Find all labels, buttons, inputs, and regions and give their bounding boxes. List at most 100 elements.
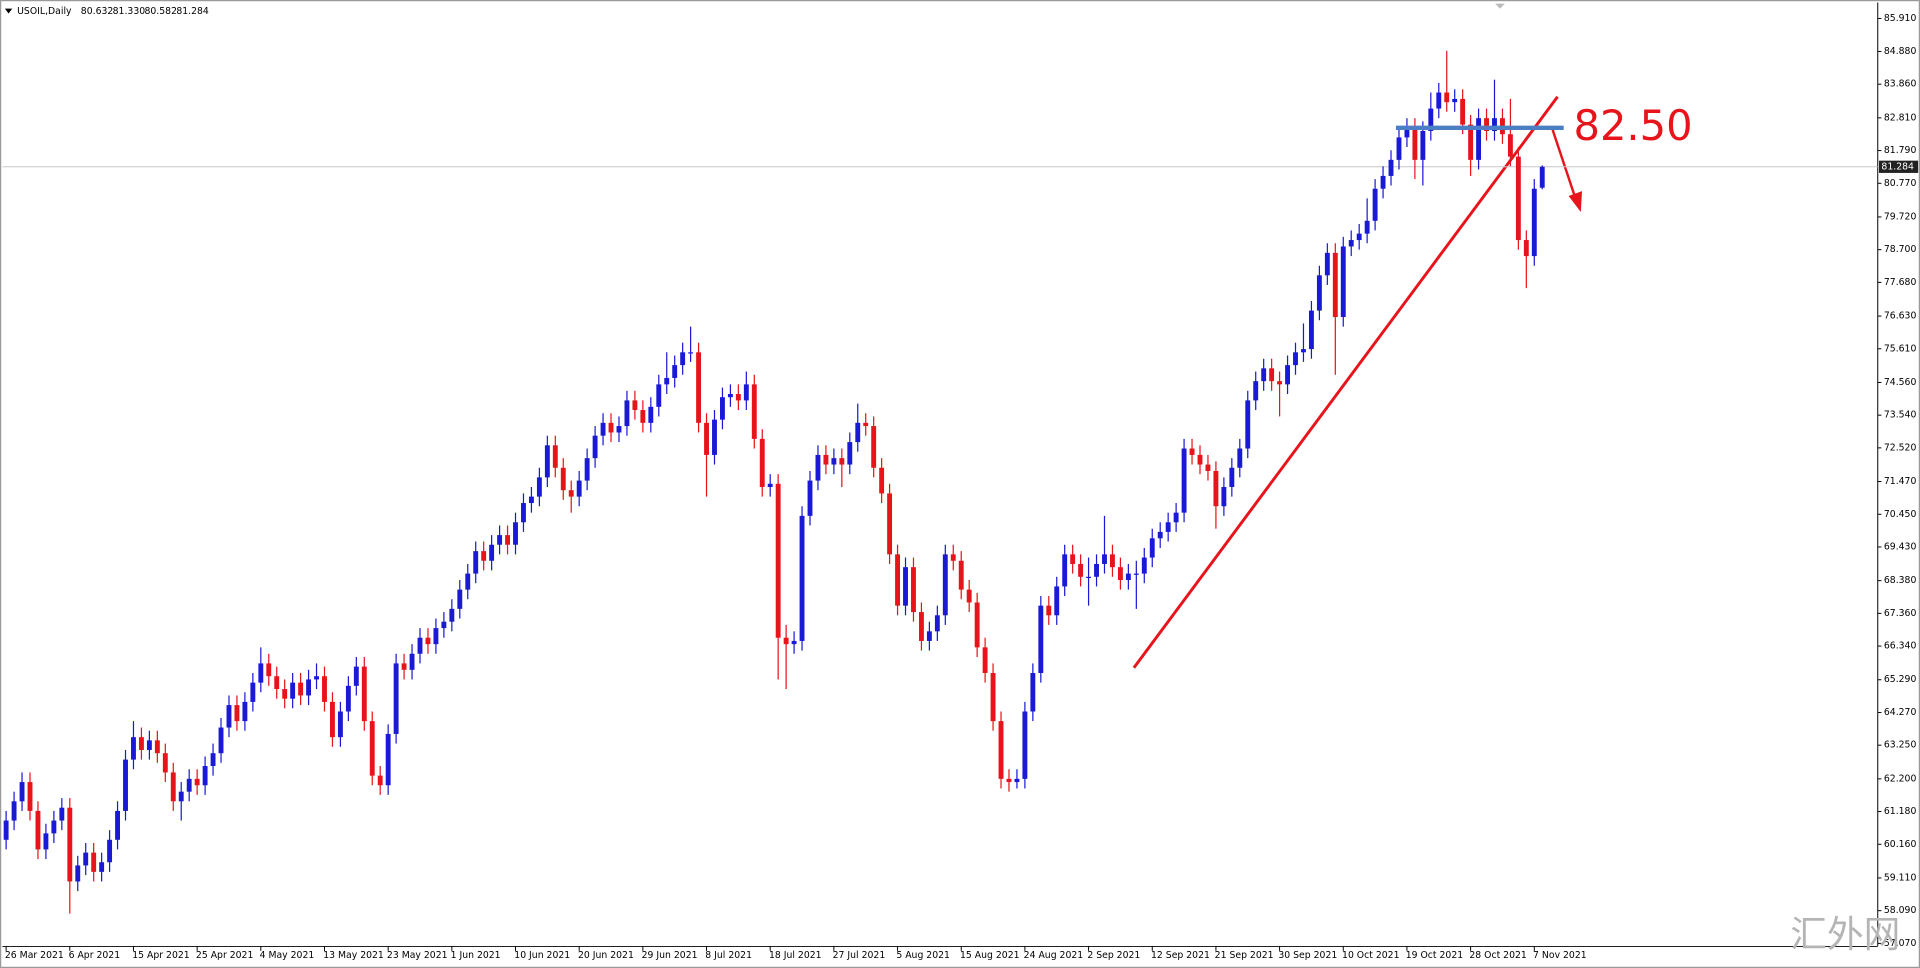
candle-body — [1125, 573, 1131, 581]
candle-body — [576, 480, 582, 497]
candle-body — [401, 663, 407, 670]
symbol: USOIL,Daily — [17, 6, 72, 17]
candle-body — [560, 467, 566, 491]
y-tick-label: 71.470 — [1884, 476, 1917, 487]
candle-body — [624, 400, 630, 427]
x-tick-label: 2 Sep 2021 — [1087, 950, 1140, 961]
candle-body — [242, 701, 248, 722]
y-tick-label: 84.880 — [1884, 46, 1917, 57]
candle-body — [154, 740, 160, 754]
candle-body — [743, 384, 749, 401]
candle-body — [162, 753, 168, 773]
candle-body — [186, 778, 192, 792]
header-value: 80.632 — [81, 6, 114, 17]
candle-body — [409, 653, 415, 670]
candle-body — [887, 493, 893, 555]
arrow-shaft — [1551, 129, 1578, 201]
candle-body — [863, 422, 869, 427]
candle-body — [353, 666, 359, 686]
candle-body — [226, 705, 232, 728]
candle-body — [926, 631, 932, 641]
candle-body — [704, 422, 709, 455]
candle-body — [138, 737, 144, 750]
candle-body — [990, 673, 996, 722]
y-tick-label: 63.250 — [1884, 740, 1917, 751]
candle-body — [234, 705, 240, 722]
candle-body — [831, 458, 837, 465]
header-value: 80.582 — [144, 6, 177, 17]
candle-body — [942, 554, 948, 616]
candle-body — [99, 862, 105, 872]
candle-body — [1476, 118, 1482, 160]
y-tick-label: 76.630 — [1884, 311, 1917, 322]
candle-body — [536, 477, 542, 497]
candle-body — [83, 852, 89, 866]
candle-body — [27, 782, 33, 811]
candle-body — [1436, 92, 1442, 109]
candle-body — [43, 833, 49, 850]
candle-body — [1006, 778, 1012, 783]
y-tick-label: 62.200 — [1884, 773, 1917, 784]
y-tick-label: 81.790 — [1884, 145, 1917, 156]
candle-body — [1165, 522, 1171, 532]
candle-body — [75, 865, 81, 882]
y-tick-label: 58.090 — [1884, 905, 1917, 916]
candle-body — [385, 733, 391, 786]
candle-body — [528, 496, 534, 504]
candle-body — [1110, 554, 1115, 568]
x-tick-label: 18 Jul 2021 — [769, 950, 822, 961]
candle-body — [759, 438, 765, 487]
candle-body — [1221, 486, 1227, 507]
candle-body — [1523, 240, 1529, 257]
candle-body — [1293, 352, 1298, 366]
y-tick-label: 83.860 — [1884, 79, 1917, 90]
candle-body — [19, 782, 25, 802]
candle-body — [521, 503, 526, 523]
y-tick-label: 79.720 — [1884, 211, 1917, 222]
y-tick-label: 82.810 — [1884, 112, 1917, 123]
candle-body — [656, 384, 662, 407]
candle-body — [839, 458, 845, 465]
candle-body — [1014, 778, 1020, 783]
candle-body — [1285, 365, 1290, 385]
candle-body — [1452, 98, 1458, 103]
x-tick-label: 10 Oct 2021 — [1342, 950, 1400, 961]
y-tick-label: 74.560 — [1884, 377, 1917, 388]
x-tick-label: 7 Nov 2021 — [1533, 950, 1587, 961]
candle-body — [250, 682, 256, 702]
y-tick-label: 67.360 — [1884, 608, 1917, 619]
candle-body — [1507, 134, 1513, 157]
x-tick-label: 30 Sep 2021 — [1278, 950, 1337, 961]
candle-body — [282, 689, 288, 699]
candle-body — [1277, 381, 1283, 385]
candle-body — [337, 711, 343, 738]
x-tick-label: 12 Sep 2021 — [1151, 950, 1210, 961]
candle-body — [465, 573, 471, 590]
candle-body — [298, 682, 304, 696]
candle-body — [600, 422, 606, 436]
candle-body — [497, 535, 503, 545]
y-tick-label: 69.430 — [1884, 541, 1917, 552]
candle-body — [11, 801, 17, 821]
candle-body — [1030, 673, 1036, 712]
candle-body — [1332, 252, 1338, 318]
price-label-box — [1878, 160, 1919, 173]
candle-body — [274, 676, 280, 690]
candle-body — [568, 490, 574, 497]
y-tick-label: 64.270 — [1884, 707, 1917, 718]
candle-body — [1070, 554, 1076, 564]
candle-body — [1396, 137, 1402, 160]
candle-body — [1054, 586, 1060, 616]
candle-body — [767, 483, 773, 487]
candle-body — [903, 567, 908, 606]
x-tick-label: 21 Sep 2021 — [1215, 950, 1274, 961]
candle-body — [322, 676, 327, 702]
candle-body — [1444, 92, 1450, 103]
candle-body — [672, 365, 678, 378]
candle-body — [115, 810, 120, 840]
arrow-head — [1568, 191, 1583, 212]
candle-body — [131, 737, 136, 760]
candle-body — [1141, 557, 1147, 574]
